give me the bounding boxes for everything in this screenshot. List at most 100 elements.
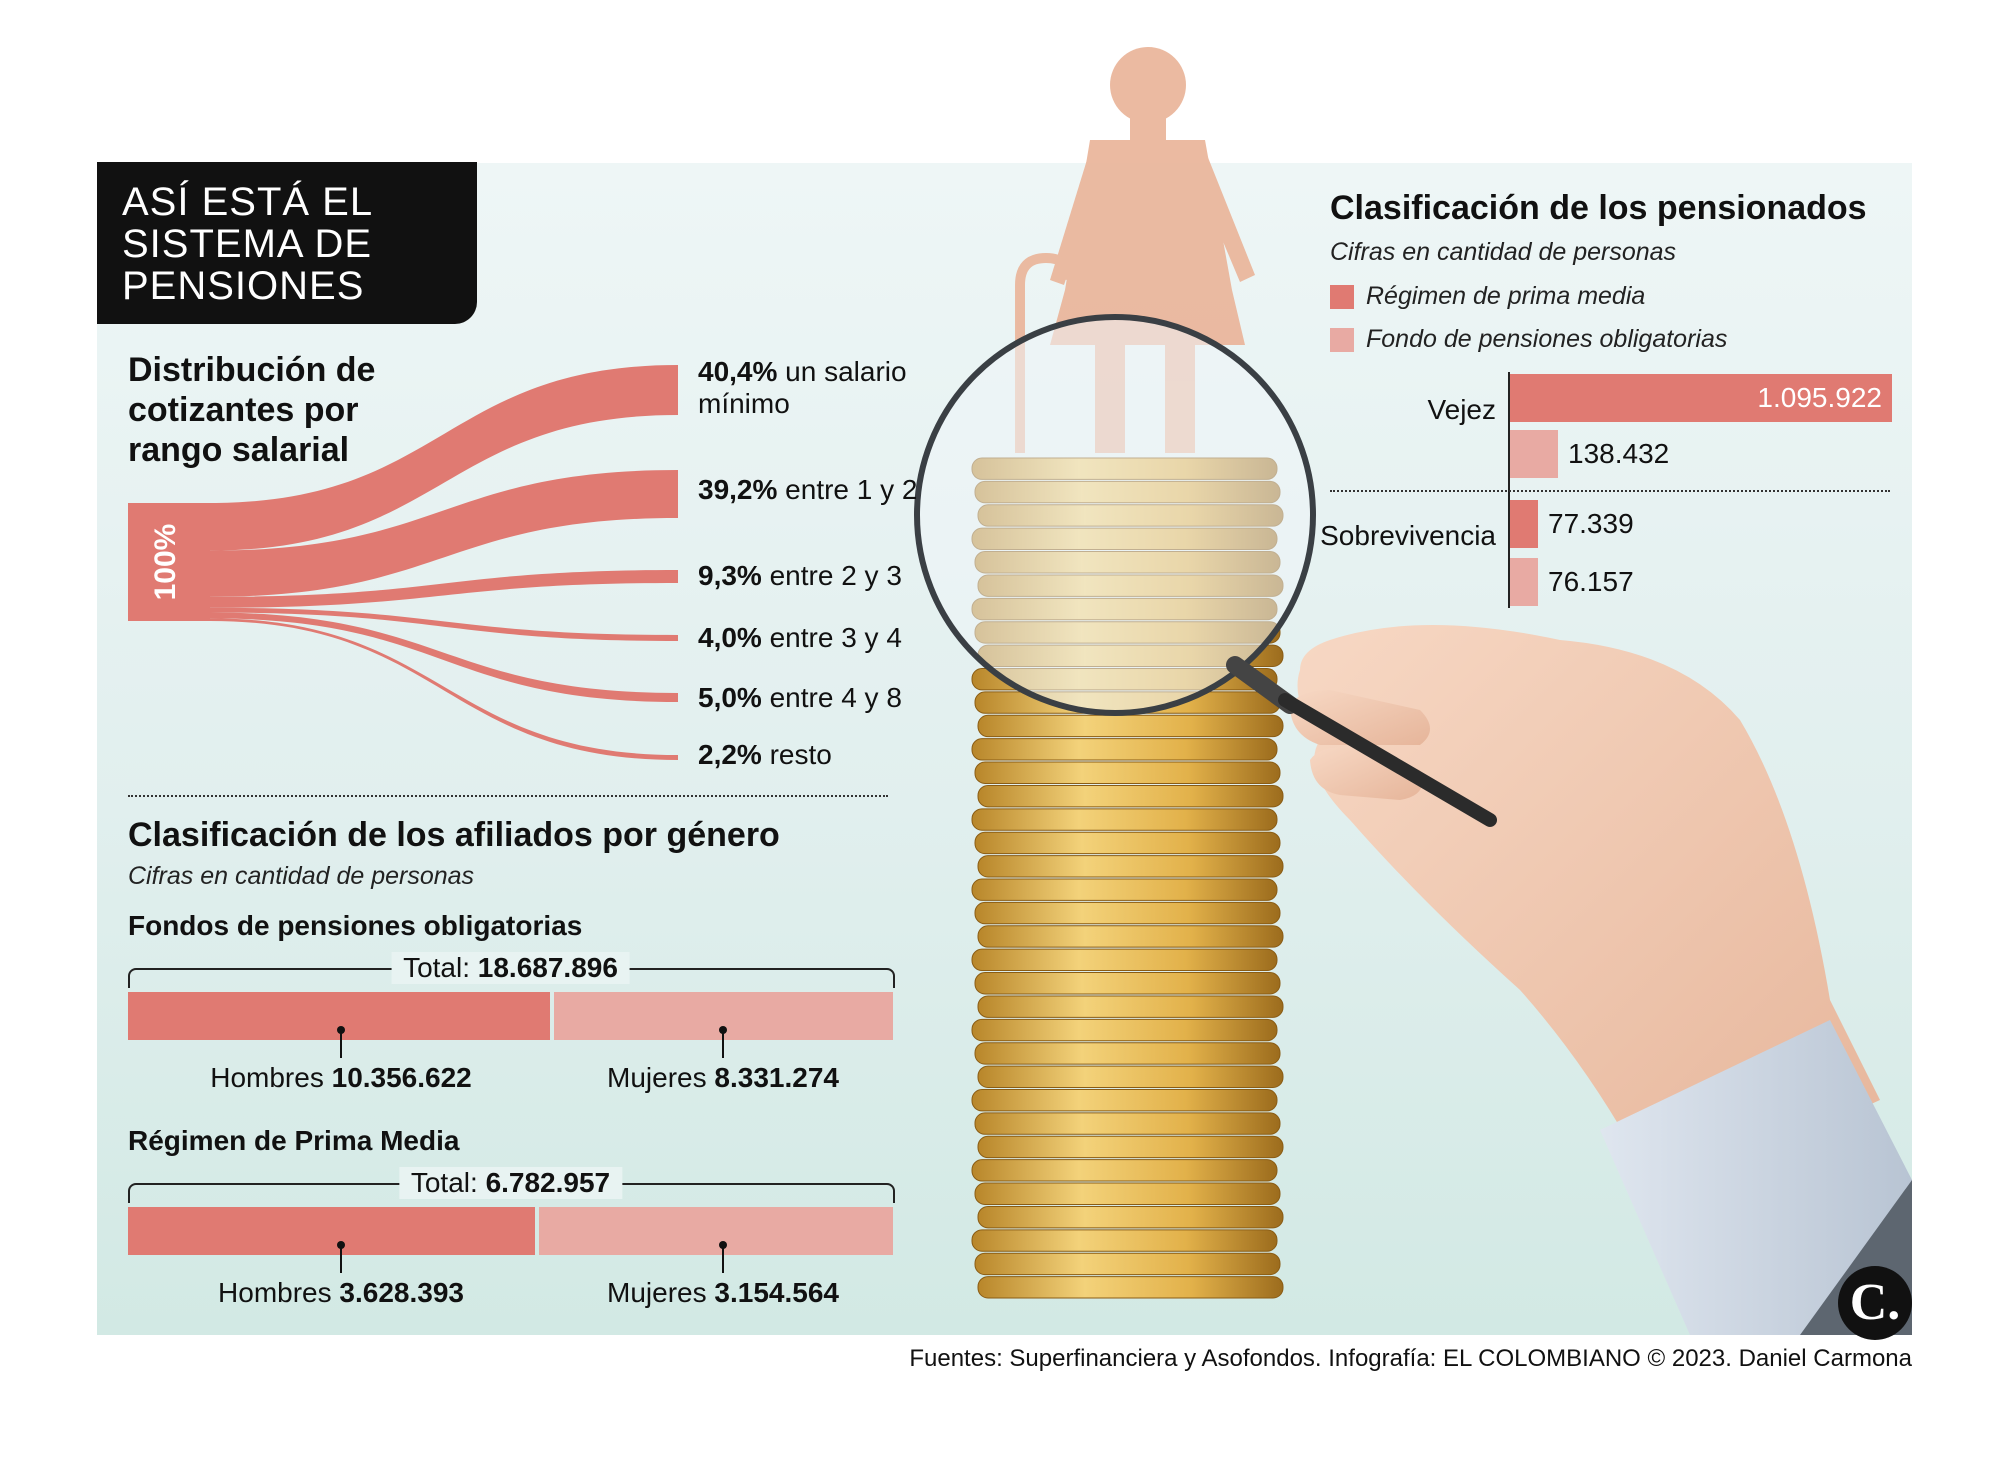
group-total: Total: 6.782.957	[398, 1167, 623, 1199]
bar-value-label: 76.157	[1548, 566, 1634, 597]
magnifying-glass	[914, 314, 1497, 827]
coin	[974, 761, 1281, 784]
title-line-1: ASÍ ESTÁ EL	[122, 180, 374, 224]
pointer-dot	[719, 1026, 727, 1034]
section-divider	[128, 795, 888, 797]
bar-value-label: 77.339	[1548, 508, 1634, 539]
distribution-heading-2: cotizantes por	[128, 391, 359, 429]
flow-band	[210, 607, 678, 641]
coin	[977, 784, 1284, 808]
distribution-text: entre 3 y 4	[761, 622, 902, 653]
group-name: Régimen de Prima Media	[128, 1125, 460, 1156]
distribution-label: 4,0% entre 3 y 4	[698, 622, 902, 654]
pointer-line	[722, 1247, 724, 1273]
coin	[977, 1276, 1284, 1299]
coin	[974, 1252, 1281, 1276]
legend-swatch-fondo	[1330, 328, 1354, 352]
women-label-value: 8.331.274	[714, 1062, 839, 1093]
pensioners-divider	[1330, 490, 1890, 492]
bar-prima-media	[1510, 374, 1892, 422]
distribution-heading-3: rango salarial	[128, 431, 350, 469]
men-label-value: 10.356.622	[331, 1062, 472, 1093]
distribution-pct: 39,2%	[698, 474, 778, 505]
el-colombiano-logo: C.	[1838, 1266, 1912, 1340]
title-line-3: PENSIONES	[122, 264, 365, 308]
distribution-pct: 5,0%	[698, 682, 762, 713]
coin	[977, 925, 1284, 948]
distribution-text: resto	[761, 739, 832, 770]
coin	[971, 1159, 1278, 1182]
distribution-label: 40,4% un salario mínimo	[698, 356, 907, 420]
category-label: Sobrevivencia	[1320, 520, 1496, 551]
distribution-text: un salario	[777, 356, 907, 387]
coin	[971, 738, 1278, 761]
coin	[977, 855, 1284, 878]
distribution-pct: 2,2%	[698, 739, 762, 770]
distribution-text-line2: mínimo	[698, 388, 790, 419]
coin	[971, 808, 1278, 831]
men-label: Hombres 3.628.393	[218, 1277, 464, 1309]
distribution-label: 9,3% entre 2 y 3	[698, 560, 902, 592]
coin	[974, 831, 1281, 855]
coin	[974, 901, 1281, 925]
coin	[971, 1089, 1278, 1112]
women-label-value: 3.154.564	[714, 1277, 839, 1308]
coin	[977, 1135, 1284, 1159]
coin	[977, 1205, 1284, 1229]
gender-subtitle: Cifras en cantidad de personas	[128, 862, 475, 890]
distribution-label: 2,2% resto	[698, 739, 832, 771]
legend-label-fondo: Fondo de pensiones obligatorias	[1366, 325, 1728, 353]
women-label: Mujeres 8.331.274	[607, 1062, 839, 1094]
pointer-dot	[337, 1241, 345, 1249]
pointer-line	[340, 1247, 342, 1273]
flow-band	[210, 470, 678, 597]
legend-swatch-prima-media	[1330, 285, 1354, 309]
pensioners-heading: Clasificación de los pensionados	[1330, 189, 1867, 227]
men-label: Hombres 10.356.622	[210, 1062, 472, 1094]
coin	[974, 1042, 1281, 1065]
bar-prima-media	[1510, 500, 1538, 548]
women-label-text: Mujeres	[607, 1062, 715, 1093]
coin	[977, 995, 1284, 1018]
distribution-label: 39,2% entre 1 y 2	[698, 474, 918, 506]
coin	[974, 972, 1281, 995]
distribution-label: 5,0% entre 4 y 8	[698, 682, 902, 714]
legend-label-prima-media: Régimen de prima media	[1366, 282, 1646, 310]
distribution-heading-1: Distribución de	[128, 351, 376, 389]
distribution-text: entre 1 y 2	[777, 474, 918, 505]
flow-band	[210, 570, 678, 608]
group-name: Fondos de pensiones obligatorias	[128, 910, 583, 941]
coin	[971, 1229, 1278, 1252]
pointer-line	[340, 1032, 342, 1058]
distribution-pct: 9,3%	[698, 560, 762, 591]
coin	[971, 878, 1278, 901]
bar-value-label: 138.432	[1568, 438, 1670, 469]
flow-band	[210, 618, 678, 760]
flow-band	[210, 365, 678, 551]
coin	[971, 948, 1278, 972]
men-label-value: 3.628.393	[339, 1277, 464, 1308]
men-label-text: Hombres	[210, 1062, 332, 1093]
total-label-text: Total:	[403, 952, 478, 983]
title-line-2: SISTEMA DE	[122, 222, 373, 266]
total-value: 18.687.896	[477, 952, 618, 983]
source-footer: Fuentes: Superfinanciera y Asofondos. In…	[909, 1345, 1912, 1372]
women-label: Mujeres 3.154.564	[607, 1277, 839, 1309]
flow-band	[210, 612, 678, 702]
coin	[974, 1112, 1281, 1135]
hand	[1290, 625, 1880, 1200]
pointer-line	[722, 1032, 724, 1058]
bar-fondo	[1510, 430, 1558, 478]
pensioners-subtitle: Cifras en cantidad de personas	[1330, 238, 1677, 266]
women-label-text: Mujeres	[607, 1277, 715, 1308]
men-label-text: Hombres	[218, 1277, 340, 1308]
pointer-dot	[337, 1026, 345, 1034]
coin	[977, 1065, 1284, 1088]
coin	[971, 1018, 1278, 1042]
distribution-text: entre 4 y 8	[761, 682, 902, 713]
distribution-text: entre 2 y 3	[761, 560, 902, 591]
men-bar	[128, 1207, 535, 1255]
total-label-text: Total:	[410, 1167, 486, 1198]
